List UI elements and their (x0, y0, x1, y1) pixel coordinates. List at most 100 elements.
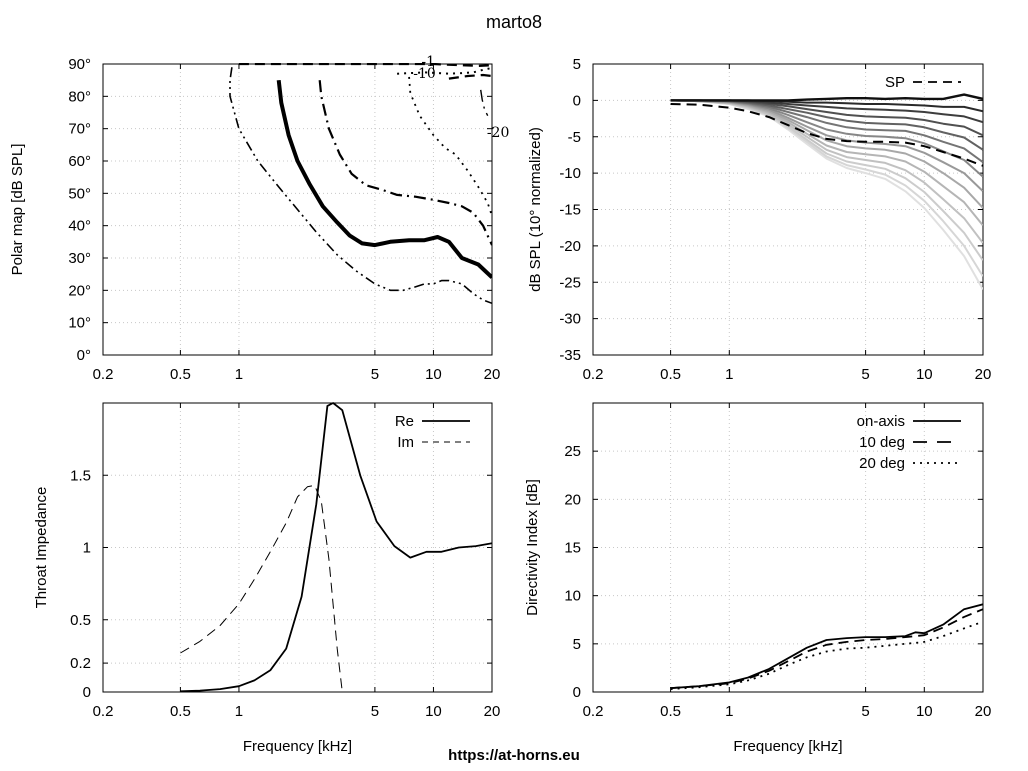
x-tick-label: 5 (861, 366, 869, 383)
x-tick-label: 5 (861, 703, 869, 720)
y-tick-label: 5 (573, 636, 581, 653)
contour-line-7 (480, 89, 489, 117)
x-tick-label: 0.5 (170, 366, 191, 383)
y-tick-label: -5 (568, 129, 581, 146)
legend-label: 10 deg (859, 434, 905, 451)
contour-line-6 (448, 73, 492, 80)
legend-label: Im (397, 434, 414, 451)
angle-series-line-12 (670, 99, 983, 277)
x-tick-label: 1 (235, 703, 243, 720)
y-tick-label: 1.5 (70, 467, 91, 484)
y-tick-label: 40° (68, 218, 91, 235)
re-series-line (180, 402, 492, 693)
contour-line-5 (397, 66, 492, 75)
sp-series-line (670, 103, 983, 167)
x-tick-label: 0.2 (583, 366, 604, 383)
x-tick-label: 5 (371, 366, 379, 383)
figure-title: marto8 (486, 12, 542, 32)
x-tick-label: 1 (725, 366, 733, 383)
legend-label: SP (885, 74, 905, 91)
x-tick-label: 0.5 (170, 703, 191, 720)
y-tick-label: -15 (559, 202, 581, 219)
grid (103, 64, 492, 355)
grid (103, 403, 492, 692)
x-tick-label: 1 (725, 703, 733, 720)
x-tick-label: 0.5 (660, 366, 681, 383)
y-tick-label: 0° (77, 347, 91, 364)
x-tick-label: 0.5 (660, 703, 681, 720)
x-tick-label: 0.2 (583, 703, 604, 720)
x-axis-label: Frequency [kHz] (733, 738, 842, 755)
x-tick-label: 5 (371, 703, 379, 720)
grid (593, 403, 983, 692)
panels: 0.2 0.5 1 5 10 200°10°20°30°40°50°60°70°80°90… (9, 54, 991, 755)
x-tick-label: 10 (425, 366, 442, 383)
20-deg-series-line (670, 620, 983, 690)
grid (593, 64, 983, 355)
y-tick-label: 60° (68, 153, 91, 170)
legend: on-axis 10 deg 20 deg (857, 413, 961, 472)
x-tick-label: 1 (235, 366, 243, 383)
series-group (670, 93, 983, 290)
series-group (180, 402, 492, 693)
y-tick-label: -25 (559, 274, 581, 291)
y-tick-label: 80° (68, 88, 91, 105)
y-tick-label: 1 (83, 540, 91, 557)
y-tick-label: 0.2 (70, 655, 91, 672)
x-tick-label: 10 (425, 703, 442, 720)
series-group (670, 603, 983, 690)
contour-label: -10 (413, 66, 436, 82)
x-tick-label: 20 (975, 703, 992, 720)
legend-label: on-axis (857, 413, 905, 430)
contour-line-3 (408, 76, 492, 217)
im-series-line (180, 484, 343, 693)
series-group (229, 63, 492, 305)
angle-series-line-9 (670, 99, 983, 227)
y-tick-label: -35 (559, 347, 581, 364)
x-tick-label: 20 (975, 366, 992, 383)
x-tick-label: 10 (916, 703, 933, 720)
panel-polar_norm: 0.2 0.5 1 5 10 20 5 0 -5 -10 -15 -20 -25 -30 -35 dB SPL… (527, 56, 991, 383)
y-axis-label: Polar map [dB SPL] (9, 144, 26, 276)
y-tick-label: -30 (559, 311, 581, 328)
contour-line-4 (238, 63, 492, 68)
contour-line-0 (229, 67, 492, 305)
x-axis-label: Frequency [kHz] (243, 738, 352, 755)
x-tick-label: 10 (916, 366, 933, 383)
y-tick-label: 25 (564, 443, 581, 460)
panel-polar: 0.2 0.5 1 5 10 20 0° 10° 20° 30° 40° 50° 60° 70° 80° 90… (9, 54, 509, 383)
legend: SP (885, 74, 961, 91)
contour-label: -1 (421, 54, 435, 70)
10-deg-series-line (670, 608, 983, 689)
contour-line-2 (318, 80, 492, 246)
y-tick-label: 90° (68, 56, 91, 73)
footer-url: https://at-horns.eu (448, 747, 580, 764)
y-tick-label: 20 (564, 491, 581, 508)
y-tick-label: 50° (68, 185, 91, 202)
y-tick-label: 30° (68, 250, 91, 267)
y-tick-label: 5 (573, 56, 581, 73)
on-axis-series-line (670, 603, 983, 689)
x-tick-label: 20 (484, 703, 501, 720)
x-tick-label: 20 (484, 366, 501, 383)
y-tick-label: 0 (573, 92, 581, 109)
legend: Re Im (395, 413, 470, 451)
y-tick-label: 20° (68, 282, 91, 299)
contour-label: -20 (487, 125, 510, 141)
y-tick-label: 10° (68, 315, 91, 332)
legend-label: 20 deg (859, 455, 905, 472)
y-tick-label: 15 (564, 540, 581, 557)
y-tick-label: 10 (564, 588, 581, 605)
legend-label: Re (395, 413, 414, 430)
y-tick-label: 0.5 (70, 612, 91, 629)
y-tick-label: 0 (573, 684, 581, 701)
y-axis-label: Directivity Index [dB] (524, 479, 541, 616)
x-tick-label: 0.2 (93, 703, 114, 720)
y-axis-label: Throat Impedance (33, 487, 50, 609)
y-tick-label: -20 (559, 238, 581, 255)
y-tick-label: -10 (559, 165, 581, 182)
